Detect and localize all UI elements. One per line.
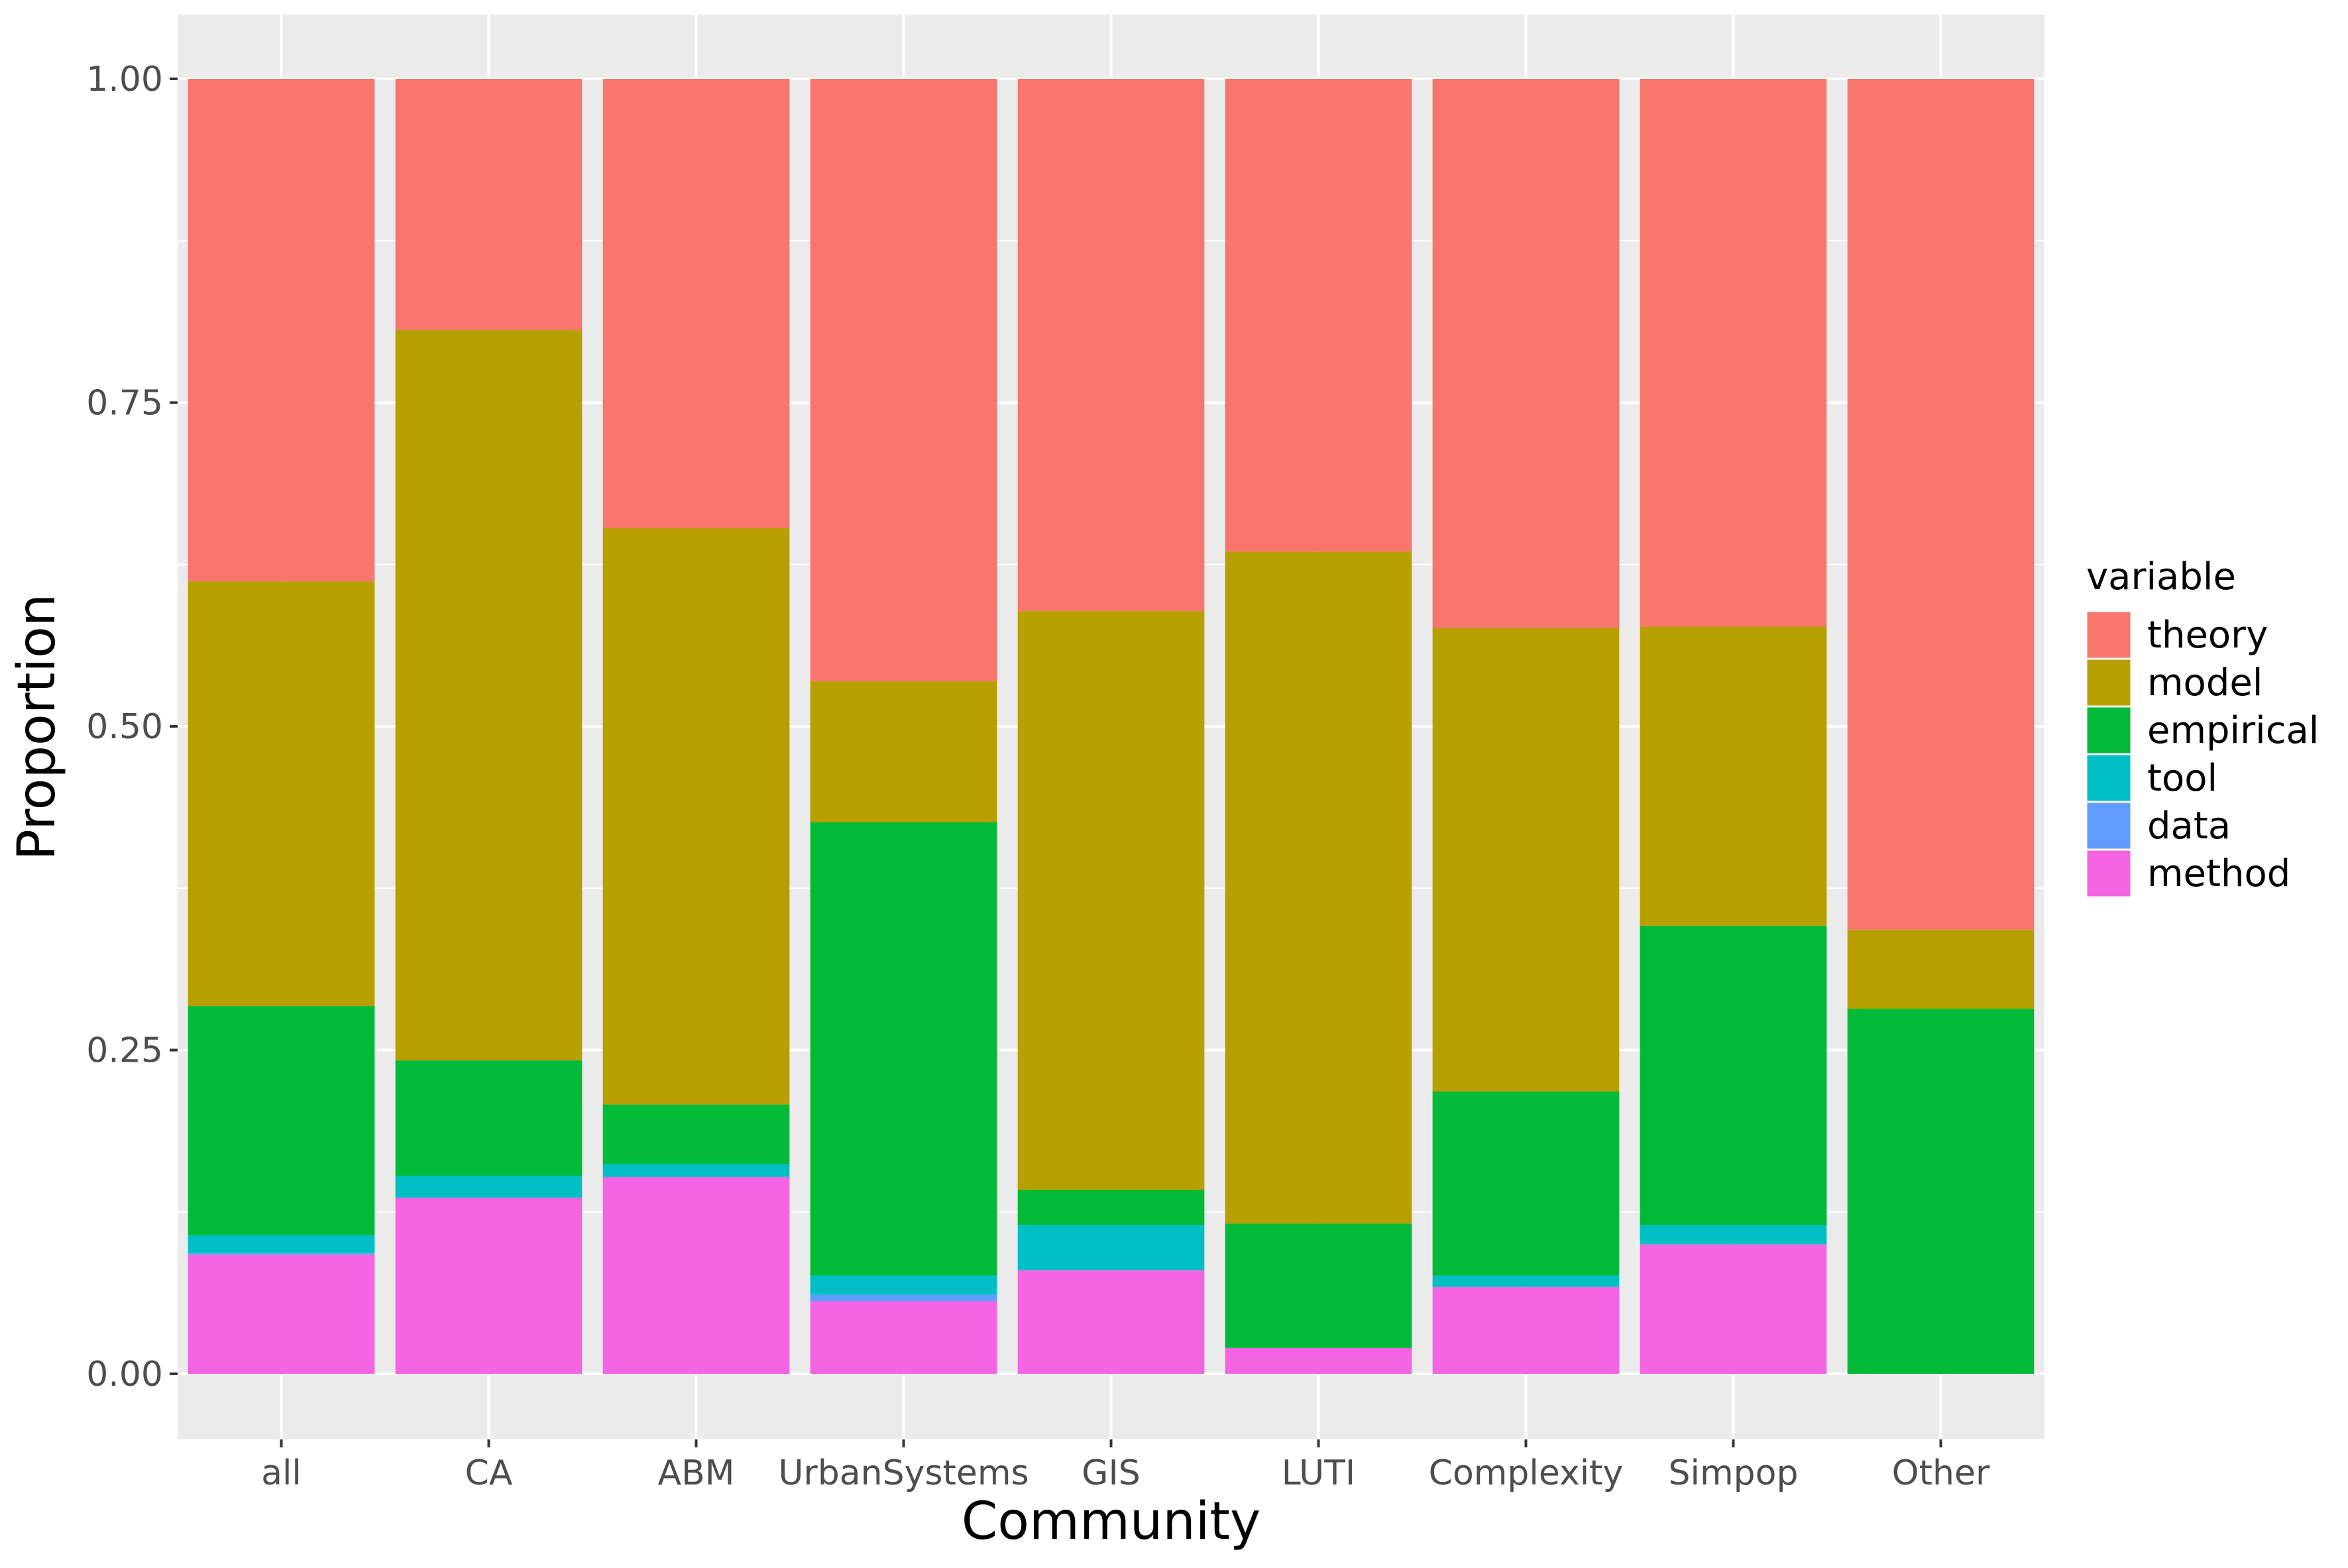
y-tick-label: 0.50 xyxy=(86,707,163,747)
bar-segment-model-GIS xyxy=(1017,611,1205,1190)
y-tick-label: 1.00 xyxy=(86,60,163,99)
bar-segment-theory-all xyxy=(188,79,375,582)
y-axis-title: Proportion xyxy=(7,594,67,860)
legend-key-data xyxy=(2085,801,2133,851)
bar-segment-empirical-Other xyxy=(1847,1008,2035,1374)
bar-segment-tool-all xyxy=(188,1235,375,1254)
legend-key-empirical xyxy=(2085,705,2133,756)
x-tick-label: all xyxy=(261,1453,302,1493)
bar-segment-empirical-Complexity xyxy=(1432,1092,1620,1276)
x-axis: all CA ABM UrbanSystems GIS LUTI Complexity Sim… xyxy=(261,1439,1990,1493)
bar-segment-empirical-all xyxy=(188,1006,375,1235)
bar-segment-method-Complexity xyxy=(1432,1287,1620,1374)
legend-label-data: data xyxy=(2147,805,2231,848)
bar-segment-tool-CA xyxy=(395,1176,583,1198)
bar-segment-empirical-CA xyxy=(395,1060,583,1176)
bar-segment-tool-UrbanSystems xyxy=(810,1275,997,1295)
x-tick-label: CA xyxy=(465,1453,513,1493)
bar-segment-empirical-LUTI xyxy=(1225,1223,1412,1348)
bar-segment-empirical-Simpop xyxy=(1640,925,1827,1225)
bar-segment-tool-Complexity xyxy=(1432,1275,1620,1288)
legend-label-tool: tool xyxy=(2147,757,2217,800)
x-tick-label: Other xyxy=(1892,1453,1990,1493)
legend-label-theory: theory xyxy=(2147,614,2268,657)
bar-segment-theory-LUTI xyxy=(1225,79,1412,552)
bar-segment-method-all xyxy=(188,1255,375,1374)
bar-segment-model-LUTI xyxy=(1225,551,1412,1224)
bar-segment-method-GIS xyxy=(1017,1270,1205,1374)
bar-segment-empirical-UrbanSystems xyxy=(810,822,997,1276)
y-tick-label: 0.25 xyxy=(86,1031,163,1071)
legend-key-method xyxy=(2085,848,2133,899)
bar-stacks xyxy=(188,79,2035,1374)
bar-segment-data-UrbanSystems xyxy=(810,1294,997,1302)
legend-key-model xyxy=(2085,657,2133,708)
bar-segment-theory-GIS xyxy=(1017,79,1205,612)
y-tick-label: 0.75 xyxy=(86,384,163,423)
bar-segment-theory-UrbanSystems xyxy=(810,79,997,681)
bar-segment-model-all xyxy=(188,581,375,1007)
bar-segment-model-Simpop xyxy=(1640,626,1827,926)
bar-segment-empirical-GIS xyxy=(1017,1190,1205,1225)
bar-segment-theory-Complexity xyxy=(1432,79,1620,628)
x-axis-title: Community xyxy=(962,1492,1260,1551)
x-tick-label: GIS xyxy=(1082,1453,1141,1493)
bar-segment-model-ABM xyxy=(602,528,790,1105)
y-tick-label: 0.00 xyxy=(86,1355,163,1394)
x-tick-label: Simpop xyxy=(1669,1453,1799,1493)
bar-segment-theory-ABM xyxy=(602,79,790,529)
x-tick-label: ABM xyxy=(657,1453,734,1493)
bar-segment-method-UrbanSystems xyxy=(810,1301,997,1374)
bar-segment-theory-CA xyxy=(395,79,583,331)
legend-label-model: model xyxy=(2147,661,2263,704)
bar-segment-theory-Other xyxy=(1847,79,2035,930)
bar-segment-method-CA xyxy=(395,1198,583,1374)
bar-segment-method-Simpop xyxy=(1640,1244,1827,1374)
bar-segment-theory-Simpop xyxy=(1640,79,1827,627)
bar-segment-model-Complexity xyxy=(1432,628,1620,1092)
bar-segment-model-Other xyxy=(1847,929,2035,1009)
bar-segment-model-CA xyxy=(395,330,583,1061)
legend-label-method: method xyxy=(2147,852,2290,895)
bar-segment-empirical-ABM xyxy=(602,1104,790,1164)
legend-title: variable xyxy=(2086,555,2236,598)
y-axis: 0.00 0.25 0.50 0.75 1.00 xyxy=(86,60,178,1394)
legend-key-theory xyxy=(2085,610,2133,660)
bar-segment-tool-ABM xyxy=(602,1164,790,1177)
bar-segment-tool-Simpop xyxy=(1640,1225,1827,1245)
legend-label-empirical: empirical xyxy=(2147,709,2319,752)
x-tick-label: UrbanSystems xyxy=(778,1453,1029,1493)
bar-segment-data-all xyxy=(188,1253,375,1255)
bar-segment-method-LUTI xyxy=(1225,1347,1412,1374)
legend-key-tool xyxy=(2085,753,2133,803)
bar-segment-method-ABM xyxy=(602,1176,790,1374)
bar-segment-tool-GIS xyxy=(1017,1225,1205,1270)
x-tick-label: Complexity xyxy=(1429,1453,1624,1493)
x-tick-label: LUTI xyxy=(1282,1453,1356,1493)
bar-segment-model-UrbanSystems xyxy=(810,681,997,822)
